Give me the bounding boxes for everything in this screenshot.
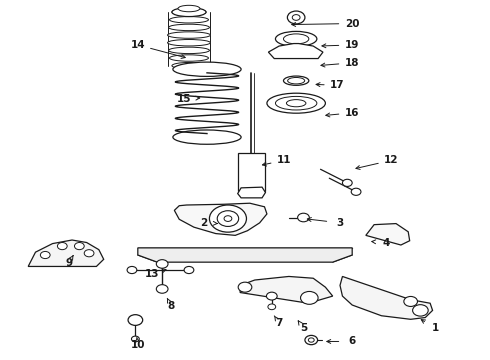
Polygon shape [138,248,352,262]
Text: 20: 20 [345,18,360,28]
Polygon shape [240,276,333,303]
Circle shape [305,336,318,345]
Circle shape [404,296,417,306]
Text: 7: 7 [275,318,283,328]
Circle shape [288,11,305,24]
Ellipse shape [172,63,206,69]
Ellipse shape [169,47,209,54]
Text: 18: 18 [345,58,360,68]
Circle shape [267,292,277,300]
Circle shape [268,304,276,310]
Circle shape [128,315,143,325]
Circle shape [343,179,352,186]
Circle shape [351,188,361,195]
Text: 5: 5 [300,323,307,333]
Ellipse shape [275,96,317,110]
Circle shape [308,338,314,342]
Text: 10: 10 [130,340,145,350]
Circle shape [300,292,318,304]
Circle shape [57,243,67,249]
Text: 9: 9 [65,258,72,268]
Ellipse shape [284,76,309,85]
Text: 3: 3 [336,218,343,228]
Ellipse shape [172,9,206,15]
Polygon shape [269,44,323,59]
Ellipse shape [275,31,317,46]
Text: 13: 13 [145,269,160,279]
Circle shape [74,243,84,249]
Text: 8: 8 [167,301,174,311]
Circle shape [127,266,137,274]
Ellipse shape [170,17,208,23]
Ellipse shape [168,32,210,38]
Ellipse shape [172,8,206,17]
Text: 2: 2 [200,218,207,228]
Ellipse shape [178,5,200,12]
Ellipse shape [170,55,208,61]
Text: 12: 12 [384,156,398,165]
Text: 16: 16 [345,108,360,118]
Text: 4: 4 [383,238,390,248]
Text: 14: 14 [130,40,145,50]
Text: 1: 1 [431,323,439,333]
Circle shape [217,211,239,226]
Ellipse shape [267,93,325,113]
Circle shape [84,249,94,257]
Polygon shape [174,203,267,235]
Circle shape [224,216,232,221]
Polygon shape [340,276,433,319]
Circle shape [40,251,50,258]
Circle shape [413,305,428,316]
Circle shape [209,205,246,232]
Ellipse shape [173,130,241,144]
Bar [238,153,265,191]
Text: 19: 19 [345,40,359,50]
Circle shape [131,336,139,342]
Text: 17: 17 [330,80,345,90]
Text: 11: 11 [277,156,291,165]
Circle shape [292,15,300,20]
Text: 6: 6 [348,337,356,346]
Circle shape [156,285,168,293]
Text: 15: 15 [177,94,192,104]
Ellipse shape [169,24,209,31]
Ellipse shape [168,40,210,46]
Polygon shape [366,224,410,245]
Polygon shape [28,240,104,266]
Circle shape [156,260,168,268]
Ellipse shape [173,62,241,76]
Circle shape [184,266,194,274]
Circle shape [297,213,309,222]
Ellipse shape [287,100,306,107]
Ellipse shape [288,77,305,84]
Polygon shape [238,187,266,198]
Ellipse shape [284,34,309,44]
Circle shape [238,282,252,292]
